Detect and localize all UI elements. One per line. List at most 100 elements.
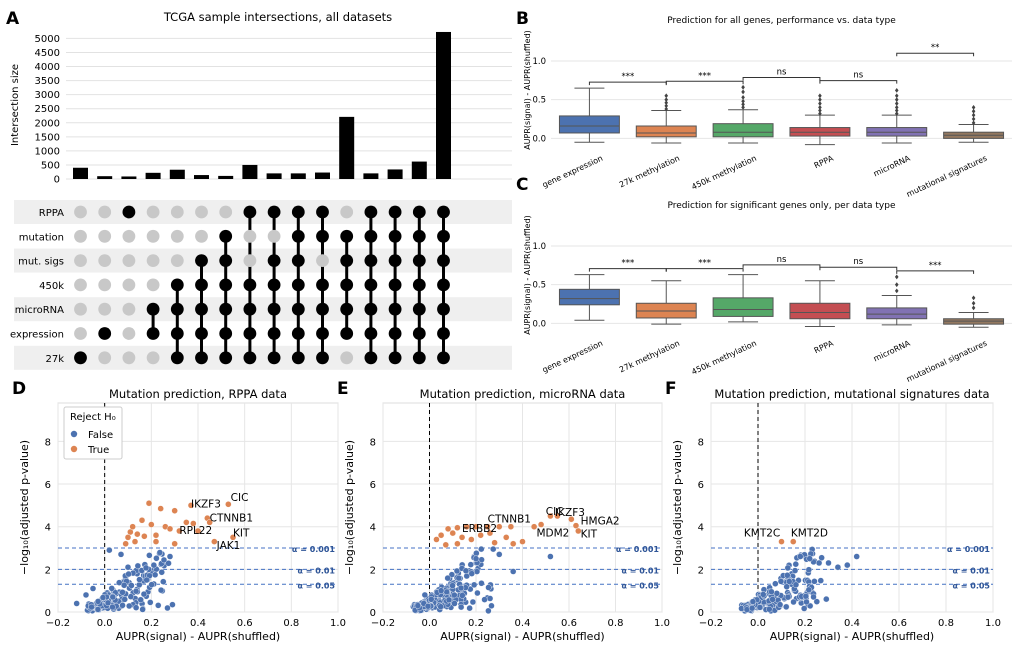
box-outlier bbox=[741, 105, 745, 110]
box-outlier bbox=[971, 116, 976, 122]
matrix-dot-filled bbox=[437, 302, 450, 316]
point-not-rejected bbox=[94, 598, 102, 605]
box-ytick-label: 1.0 bbox=[532, 57, 546, 67]
box-outlier bbox=[664, 103, 669, 109]
box-group bbox=[712, 274, 774, 323]
point-not-rejected bbox=[784, 593, 792, 601]
box-xtick-label: mutational signatures bbox=[905, 154, 988, 199]
point-rejected bbox=[141, 533, 148, 540]
matrix-dot-empty bbox=[243, 229, 257, 243]
point-not-rejected bbox=[748, 605, 756, 612]
matrix-dot-filled bbox=[291, 278, 305, 292]
box-ytick-label: 0.0 bbox=[532, 319, 546, 329]
point-rejected bbox=[444, 525, 452, 533]
set-label: 27k bbox=[45, 354, 64, 365]
point-not-rejected bbox=[834, 564, 842, 571]
scatter-ytick-label: 6 bbox=[45, 480, 51, 491]
point-not-rejected bbox=[811, 578, 818, 585]
matrix-dot-filled bbox=[291, 205, 305, 219]
matrix-dot-empty bbox=[243, 254, 257, 267]
point-not-rejected bbox=[810, 593, 817, 601]
matrix-dot-filled bbox=[364, 254, 378, 267]
point-rejected bbox=[778, 538, 785, 545]
point-not-rejected bbox=[134, 562, 142, 570]
box-iqr bbox=[712, 123, 774, 138]
gene-label: CIC bbox=[231, 492, 249, 504]
bar-ytick-label: 1000 bbox=[35, 146, 60, 157]
gene-label: IKZF3 bbox=[191, 499, 221, 511]
set-label: mutation bbox=[19, 232, 64, 243]
point-not-rejected bbox=[126, 602, 133, 610]
point-not-rejected bbox=[802, 593, 810, 600]
box-outlier bbox=[894, 93, 899, 99]
matrix-dot-filled bbox=[195, 302, 208, 316]
box-xtick-label: microRNA bbox=[872, 153, 912, 178]
point-rejected bbox=[484, 523, 491, 530]
point-rejected bbox=[229, 534, 237, 541]
point-not-rejected bbox=[147, 599, 154, 606]
matrix-dot-filled bbox=[243, 302, 257, 316]
box-outlier bbox=[818, 97, 822, 103]
box-group bbox=[866, 87, 928, 144]
matrix-dot-filled bbox=[388, 302, 402, 316]
matrix-dot-filled bbox=[243, 327, 257, 340]
significance-label: ns bbox=[853, 257, 863, 267]
scatter-ytick-label: 8 bbox=[698, 437, 704, 448]
panel-c: C Prediction for significant genes only, … bbox=[516, 175, 1012, 384]
point-not-rejected bbox=[94, 606, 102, 613]
scatter-xtick-label: 1.0 bbox=[330, 618, 346, 629]
bar-ylabel: Intersection size bbox=[10, 64, 21, 146]
point-not-rejected bbox=[451, 591, 458, 599]
point-rejected bbox=[486, 529, 494, 537]
point-not-rejected bbox=[806, 602, 814, 610]
box-xtick-label: 27k methylation bbox=[618, 339, 681, 375]
box-title: Prediction for all genes, performance vs… bbox=[667, 16, 896, 26]
significance-bracket bbox=[665, 268, 744, 272]
matrix-dot-empty bbox=[74, 205, 87, 219]
point-not-rejected bbox=[472, 555, 480, 562]
matrix-dot-empty bbox=[195, 205, 208, 219]
box-xtick-label: gene expression bbox=[541, 154, 604, 190]
panel-letter: C bbox=[516, 175, 528, 195]
box-outlier bbox=[894, 105, 899, 110]
point-not-rejected bbox=[421, 591, 429, 599]
point-rejected bbox=[449, 529, 456, 537]
point-not-rejected bbox=[150, 561, 158, 569]
significance-bracket bbox=[742, 77, 821, 81]
point-rejected bbox=[225, 501, 232, 508]
point-not-rejected bbox=[443, 588, 450, 596]
scatter-ytick-label: 4 bbox=[698, 523, 704, 534]
matrix-dot-empty bbox=[98, 205, 112, 219]
scatter-ytick-label: 8 bbox=[370, 437, 376, 448]
scatter-xlabel: AUPR(signal) - AUPR(shuffled) bbox=[116, 630, 280, 643]
point-not-rejected bbox=[140, 590, 148, 598]
box-group bbox=[943, 295, 1005, 328]
box-outlier bbox=[818, 108, 822, 113]
matrix-dot-filled bbox=[412, 229, 426, 243]
scatter-xtick-label: 0.0 bbox=[422, 618, 438, 629]
point-not-rejected bbox=[486, 595, 494, 602]
intersection-bar bbox=[436, 31, 451, 179]
matrix-dot-empty bbox=[122, 229, 136, 243]
matrix-dot-empty bbox=[170, 229, 184, 243]
matrix-dot-filled bbox=[364, 327, 378, 340]
point-not-rejected bbox=[457, 584, 465, 592]
box-xtick-label: mutational signatures bbox=[905, 339, 988, 384]
scatter-xtick-label: 0.8 bbox=[283, 618, 299, 629]
point-rejected bbox=[568, 516, 575, 523]
box-outlier bbox=[664, 106, 669, 112]
point-rejected bbox=[206, 519, 213, 526]
box-xtick-label: 27k methylation bbox=[618, 154, 681, 190]
matrix-dot-filled bbox=[412, 278, 426, 292]
scatter-xtick-label: −0.2 bbox=[699, 618, 723, 629]
matrix-dot-filled bbox=[74, 351, 87, 365]
gene-label: RPL22 bbox=[179, 525, 212, 537]
point-rejected bbox=[503, 534, 510, 541]
box-iqr bbox=[558, 115, 620, 134]
alpha-threshold-label: α = 0.01 bbox=[621, 566, 659, 575]
matrix-dot-empty bbox=[267, 229, 281, 243]
alpha-threshold-label: α = 0.001 bbox=[292, 545, 336, 554]
matrix-dot-filled bbox=[388, 278, 402, 292]
legend-box bbox=[63, 406, 123, 460]
box-group bbox=[558, 274, 620, 321]
